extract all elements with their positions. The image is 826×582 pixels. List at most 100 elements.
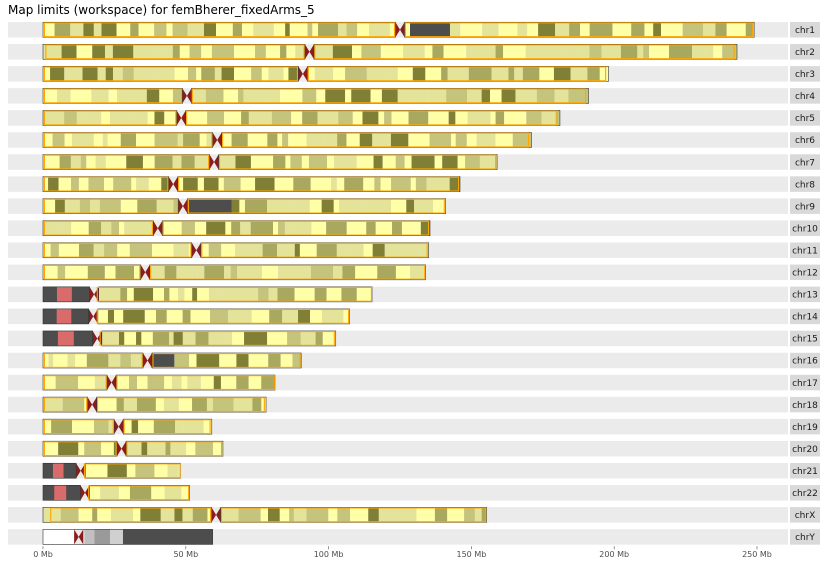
band <box>288 66 299 82</box>
band <box>195 330 209 346</box>
centromere <box>168 176 174 192</box>
map-limit-chr3 <box>307 66 607 82</box>
band <box>261 375 275 391</box>
band <box>346 220 367 236</box>
band <box>284 220 294 236</box>
band <box>333 264 343 280</box>
band <box>424 44 433 60</box>
chromosome-label-box <box>790 220 820 236</box>
band <box>703 22 716 38</box>
band <box>522 66 540 82</box>
band <box>288 132 307 148</box>
band <box>384 110 392 126</box>
band <box>360 198 381 214</box>
chromosome-label-box <box>790 132 820 148</box>
band <box>83 22 94 38</box>
band <box>255 176 275 192</box>
chromosome-row-chr2: chr2 <box>8 43 820 60</box>
chromosome-label-box <box>790 352 820 369</box>
band <box>123 419 132 435</box>
band <box>428 88 447 104</box>
band <box>539 44 563 60</box>
band <box>96 397 117 413</box>
band <box>59 154 71 170</box>
band <box>447 66 469 82</box>
band <box>380 44 404 60</box>
chromosome-label-box <box>790 198 820 214</box>
centromere <box>395 22 400 38</box>
centromere <box>142 353 148 368</box>
band <box>268 66 284 82</box>
band <box>713 44 723 60</box>
band <box>504 110 527 126</box>
chromosome-row-chr21: chr21 <box>8 462 820 479</box>
band <box>261 397 267 413</box>
band <box>397 88 411 104</box>
band <box>203 22 216 38</box>
chromosome-label-box <box>790 330 820 347</box>
band <box>247 132 268 148</box>
band <box>94 419 109 435</box>
map-limit-chr15 <box>99 330 335 346</box>
band <box>381 88 398 104</box>
map-limit-chr16 <box>152 353 301 368</box>
band <box>70 88 92 104</box>
band <box>282 132 289 148</box>
band <box>366 66 390 82</box>
p-arm-outline <box>42 110 177 126</box>
heterochromatin-band <box>188 198 232 214</box>
band <box>104 44 113 60</box>
band <box>164 110 177 126</box>
band <box>232 330 245 346</box>
band <box>479 154 491 170</box>
band <box>290 154 302 170</box>
chromosome-label: chr4 <box>795 92 815 102</box>
centromere <box>93 308 98 324</box>
band <box>314 66 334 82</box>
band <box>189 353 197 368</box>
band <box>166 22 173 38</box>
band <box>131 419 139 435</box>
band <box>374 176 381 192</box>
chromosome-row-chr8: chr8 <box>8 176 820 192</box>
band <box>179 44 190 60</box>
band <box>306 132 324 148</box>
q-arm-outline <box>125 440 224 457</box>
band <box>384 242 390 258</box>
band <box>114 308 124 324</box>
band <box>86 154 96 170</box>
band <box>78 242 94 258</box>
band <box>363 242 373 258</box>
band <box>213 375 221 391</box>
band <box>498 22 518 38</box>
band <box>293 220 312 236</box>
band <box>133 507 141 523</box>
band <box>154 44 165 60</box>
band <box>350 507 369 523</box>
band <box>432 44 444 60</box>
band <box>168 330 174 346</box>
band <box>372 132 391 148</box>
band <box>344 176 364 192</box>
band <box>155 397 164 413</box>
centromere <box>196 242 201 258</box>
band <box>172 44 180 60</box>
band <box>361 44 381 60</box>
band <box>183 176 198 192</box>
centromere <box>217 132 222 148</box>
p-arm-outline <box>42 66 299 82</box>
band <box>295 44 305 60</box>
band <box>298 308 311 324</box>
band <box>250 154 274 170</box>
band <box>206 397 214 413</box>
band <box>280 88 303 104</box>
band <box>164 44 173 60</box>
band <box>219 353 237 368</box>
centromere <box>106 375 112 391</box>
band <box>120 286 128 302</box>
band <box>495 132 513 148</box>
band <box>72 419 95 435</box>
band <box>323 132 338 148</box>
band <box>196 353 220 368</box>
band <box>87 264 105 280</box>
